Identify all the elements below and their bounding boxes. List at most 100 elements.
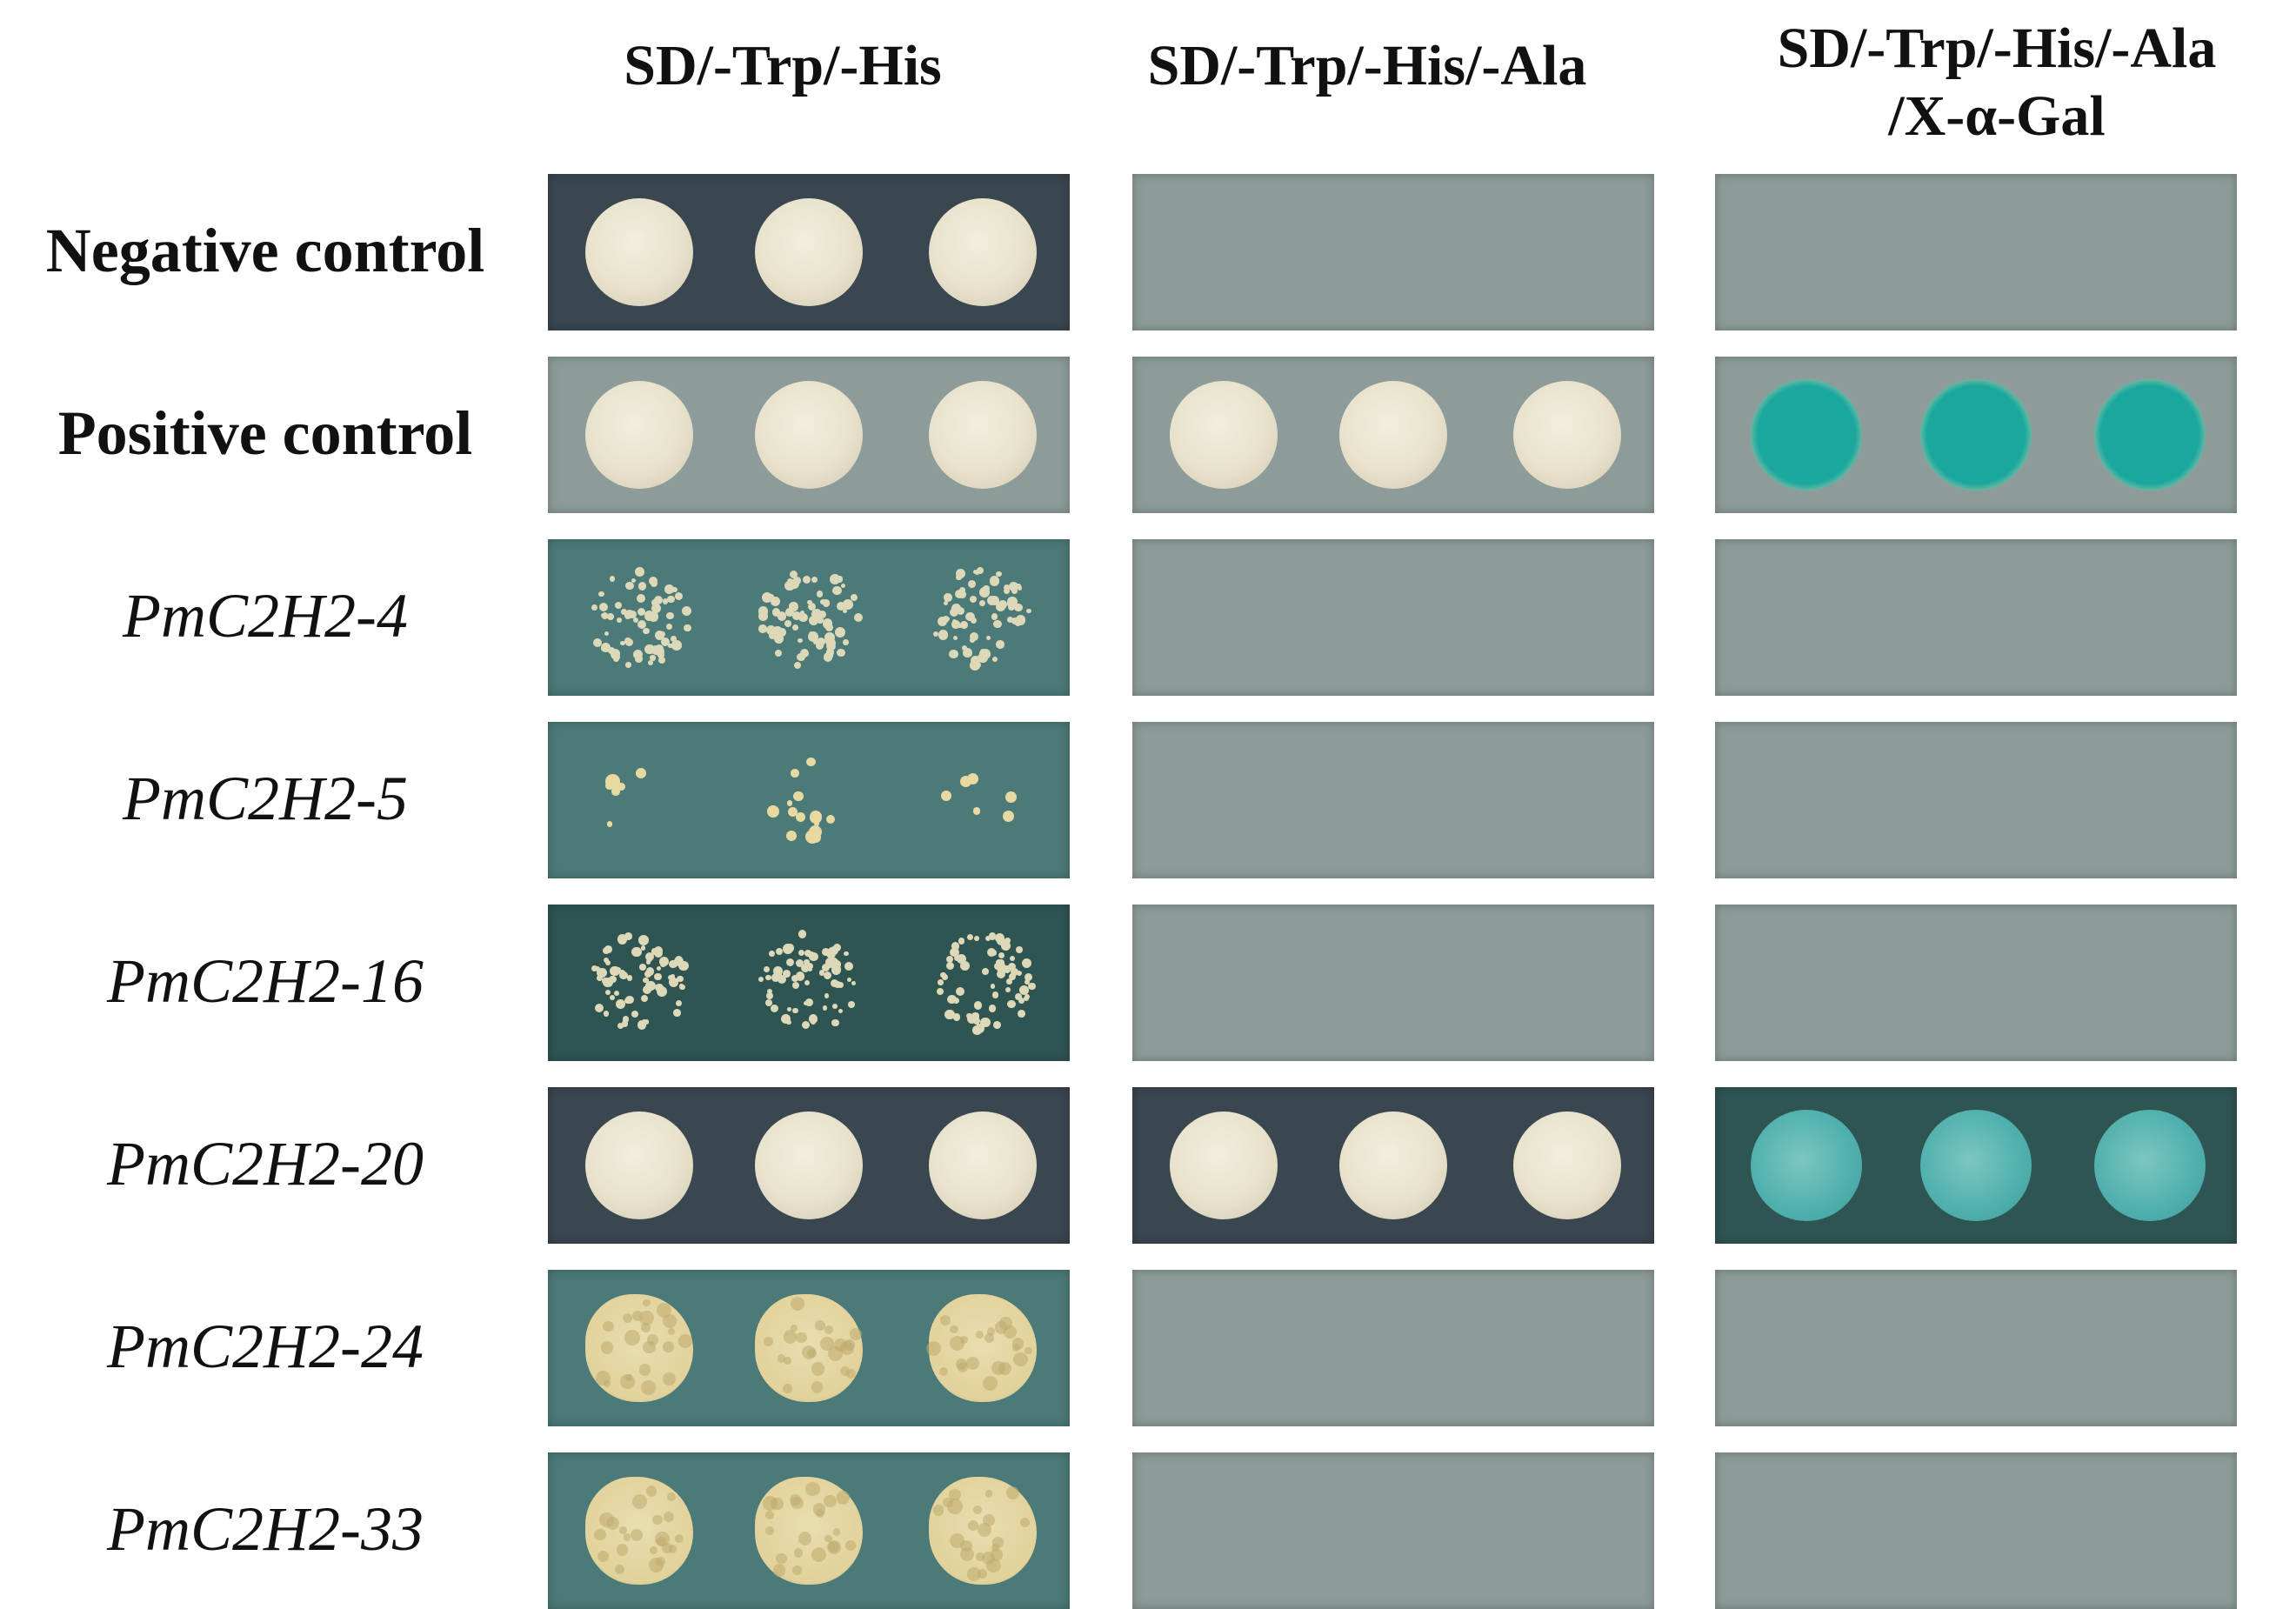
- colony-speck: [654, 972, 662, 980]
- colony-r6-c3-3: [2094, 1110, 2206, 1221]
- colony-r2-c2-3: [1513, 381, 1621, 489]
- colony-speck: [773, 966, 784, 976]
- colony-speck: [664, 1512, 675, 1523]
- colony-r4-c1-2-dot: [809, 811, 823, 824]
- colony-speck: [616, 1544, 629, 1557]
- colony-speck: [956, 607, 965, 616]
- plate-r8-c2: [1132, 1452, 1654, 1609]
- plate-r6-c3: [1715, 1087, 2237, 1244]
- colony-speck: [837, 648, 845, 658]
- colony-speck: [973, 1018, 981, 1025]
- colony-speck: [609, 965, 620, 977]
- colony-speck: [976, 1552, 985, 1561]
- colony-r4-c1-1-dot: [617, 782, 626, 791]
- colony-speck: [945, 961, 955, 971]
- colony-speck: [764, 1511, 774, 1519]
- colony-speck: [965, 612, 974, 621]
- colony-speck: [832, 1020, 838, 1026]
- plate-r4-c1: [548, 722, 1070, 878]
- colony-speck: [952, 998, 959, 1005]
- colony-speck: [625, 995, 635, 1005]
- colony-speck: [936, 987, 944, 995]
- colony-r6-c1-3: [929, 1112, 1037, 1219]
- colony-speck: [603, 957, 610, 964]
- colony-speck: [795, 971, 805, 981]
- colony-speck: [998, 952, 1005, 959]
- plate-r2-c1: [548, 357, 1070, 513]
- colony-speck: [1004, 1325, 1018, 1339]
- column-header-1: SD/-Trp/-His: [624, 34, 942, 97]
- colony-speck: [792, 611, 801, 620]
- colony-speck: [808, 1014, 818, 1024]
- colony-speck: [776, 948, 784, 956]
- colony-speck: [974, 1024, 985, 1034]
- colony-r2-c3-3: [2094, 379, 2206, 491]
- colony-speck: [623, 1532, 631, 1541]
- colony-speck: [765, 1526, 774, 1535]
- colony-speck: [966, 933, 974, 941]
- colony-speck: [1003, 965, 1011, 973]
- colony-speck: [668, 643, 673, 649]
- colony-speck: [837, 981, 844, 989]
- colony-speck: [816, 637, 825, 647]
- colony-speck: [631, 1011, 639, 1018]
- colony-speck: [771, 608, 781, 617]
- colony-speck: [603, 977, 613, 988]
- colony-r6-c2-2: [1339, 1112, 1447, 1219]
- colony-speck: [766, 624, 777, 635]
- colony-speck: [764, 1337, 773, 1346]
- colony-speck: [591, 965, 598, 971]
- colony-speck: [816, 616, 824, 624]
- colony-speck: [992, 656, 998, 663]
- colony-speck: [973, 1001, 983, 1010]
- colony-speck: [798, 929, 807, 938]
- colony-speck: [988, 931, 997, 940]
- colony-speck: [1014, 993, 1022, 1001]
- row-label-3: PmC2H2-4: [123, 581, 408, 651]
- colony-speck: [938, 1366, 948, 1376]
- colony-speck: [991, 1360, 1006, 1376]
- colony-speck: [818, 610, 827, 619]
- colony-speck: [667, 595, 675, 604]
- colony-speck: [645, 613, 652, 619]
- colony-speck: [644, 970, 652, 978]
- colony-speck: [771, 596, 781, 606]
- colony-speck: [1024, 993, 1031, 1000]
- plate-r7-c2: [1132, 1270, 1654, 1426]
- colony-speck: [991, 613, 998, 620]
- colony-speck: [651, 645, 661, 655]
- colony-speck: [647, 659, 654, 666]
- colony-r6-c1-2: [755, 1112, 863, 1219]
- colony-speck: [846, 1369, 856, 1379]
- colony-speck: [620, 640, 625, 646]
- colony-speck: [1011, 618, 1018, 625]
- plate-r1-c3: [1715, 174, 2237, 330]
- colony-speck: [639, 964, 647, 971]
- colony-speck: [665, 624, 672, 631]
- colony-speck: [1005, 987, 1011, 993]
- colony-speck: [610, 995, 615, 1001]
- colony-speck: [670, 974, 675, 979]
- colony-speck: [997, 936, 1006, 946]
- colony-speck: [790, 1494, 802, 1506]
- colony-speck: [804, 958, 810, 965]
- colony-r6-c2-1: [1170, 1112, 1278, 1219]
- colony-speck: [594, 1528, 606, 1541]
- colony-speck: [642, 977, 649, 984]
- colony-speck: [769, 951, 775, 957]
- column-header-2: SD/-Trp/-His/-Ala: [1147, 34, 1587, 97]
- colony-speck: [966, 1013, 977, 1024]
- colony-speck: [652, 1514, 663, 1526]
- colony-r4-c1-2-dot: [793, 791, 804, 801]
- colony-r2-c2-1: [1170, 381, 1278, 489]
- colony-speck: [805, 998, 814, 1007]
- colony-speck: [765, 975, 771, 981]
- colony-speck: [791, 1565, 803, 1576]
- colony-speck: [847, 1001, 855, 1009]
- colony-speck: [657, 966, 662, 971]
- colony-speck: [1024, 978, 1030, 985]
- plate-r5-c1: [548, 905, 1070, 1061]
- colony-r4-c1-1-dot: [605, 781, 614, 790]
- plate-r4-c3: [1715, 722, 2237, 878]
- colony-speck: [591, 604, 597, 611]
